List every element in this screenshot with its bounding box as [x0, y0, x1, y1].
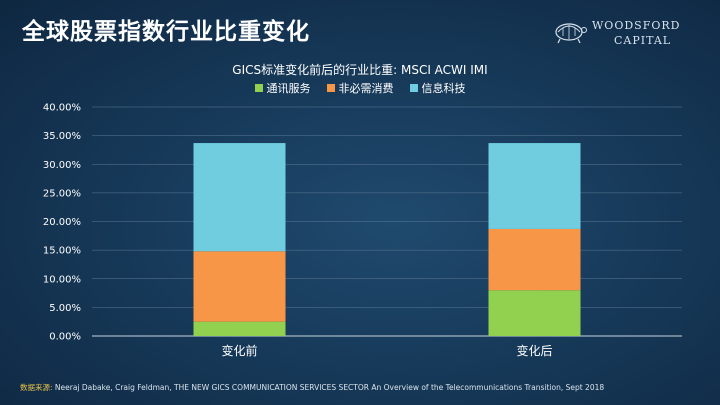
chart-title: GICS标准变化前后的行业比重: MSCI ACWI IMI [232, 63, 488, 77]
tortoise-icon [555, 23, 587, 44]
y-tick-label: 20.00% [43, 217, 81, 228]
logo-line-1: WOODSFORD [592, 19, 681, 32]
legend-swatch-telecom [254, 84, 263, 92]
y-tick-label: 10.00% [43, 274, 81, 285]
company-logo: WOODSFORD CAPITAL [552, 14, 702, 52]
bar-segment [488, 143, 581, 229]
y-tick-label: 30.00% [43, 160, 81, 171]
y-tick-label: 5.00% [49, 303, 81, 314]
source-label: 数据来源: [20, 383, 53, 392]
x-category-label: 变化后 [516, 343, 552, 358]
legend-item-telecom: 通讯服务 [254, 80, 311, 96]
legend-item-consumer: 非必需消费 [326, 80, 394, 96]
y-tick-label: 15.00% [43, 246, 81, 257]
legend-label-telecom: 通讯服务 [266, 82, 311, 95]
chart-legend: 通讯服务 非必需消费 信息科技 [0, 80, 720, 96]
bar-segment [488, 290, 581, 336]
legend-swatch-it [409, 84, 418, 92]
slide-title: 全球股票指数行业比重变化 [22, 19, 310, 45]
legend-item-it: 信息科技 [409, 80, 466, 96]
x-category-label: 变化前 [221, 343, 257, 358]
y-tick-label: 40.00% [43, 103, 81, 114]
legend-label-it: 信息科技 [421, 82, 466, 95]
y-tick-label: 25.00% [43, 188, 81, 199]
legend-label-consumer: 非必需消费 [338, 82, 394, 95]
bar-segment [488, 228, 581, 291]
source-text: Neeraj Dabake, Craig Feldman, THE NEW GI… [54, 383, 605, 392]
legend-swatch-consumer [326, 84, 335, 92]
y-tick-label: 0.00% [49, 332, 81, 343]
logo-line-2: CAPITAL [614, 34, 672, 47]
bar-segment [193, 321, 286, 336]
y-tick-label: 35.00% [43, 131, 81, 142]
source-note: 数据来源: Neeraj Dabake, Craig Feldman, THE … [20, 382, 604, 393]
bar-segment [193, 251, 286, 322]
bar-segment [193, 143, 286, 252]
